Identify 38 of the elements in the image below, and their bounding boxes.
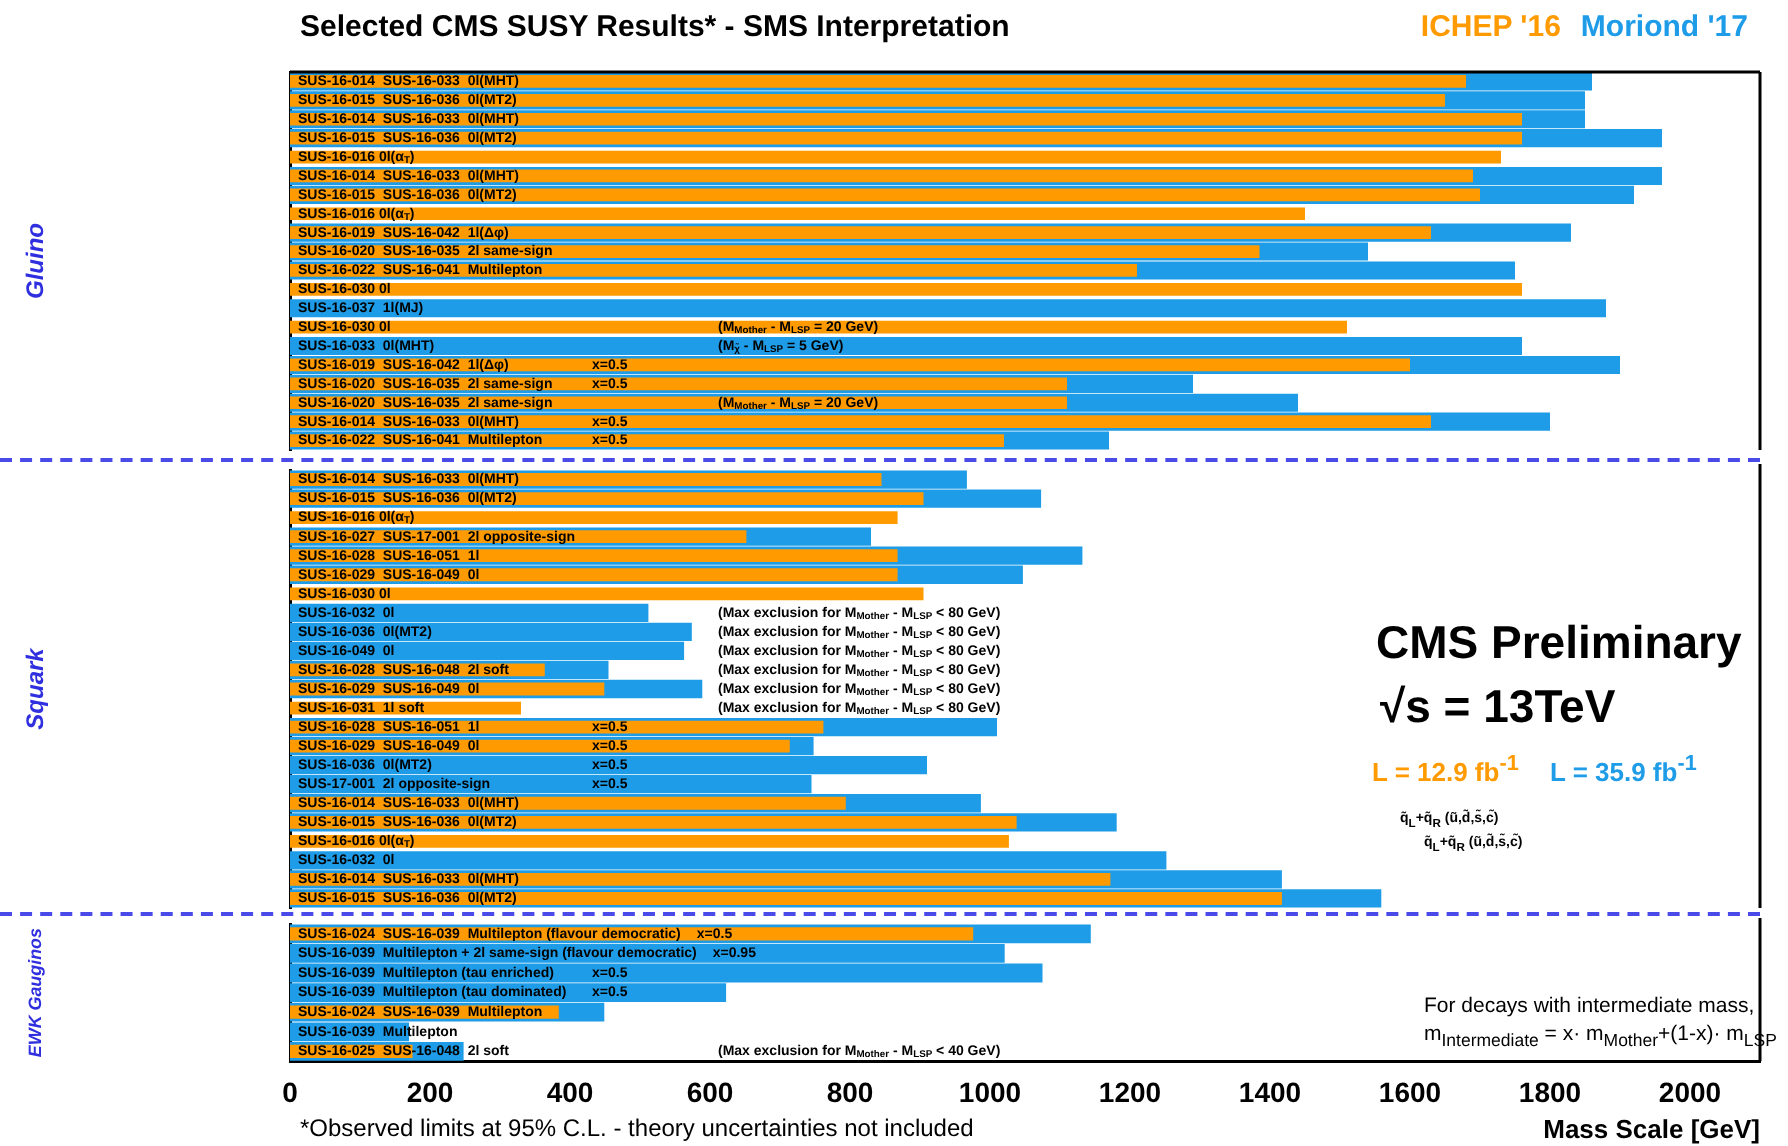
x-tick-label: 200 <box>406 1075 454 1108</box>
annotation: √s = 13TeV <box>1380 680 1616 734</box>
bar <box>290 131 1522 145</box>
bar <box>290 299 1606 318</box>
x-tick-label: 2000 <box>1658 1075 1722 1108</box>
bar <box>290 587 924 601</box>
x-tick-label: 1600 <box>1378 1075 1442 1108</box>
x-tick-label: 1800 <box>1518 1075 1582 1108</box>
x-tick-label: 400 <box>546 1075 594 1108</box>
text: *Observed limits at 95% C.L. - theory uncertainties not included <box>300 1114 974 1142</box>
bar <box>290 283 1522 296</box>
bar <box>290 226 1431 239</box>
bar <box>290 320 1347 334</box>
y-axis-title: Squark <box>20 645 49 730</box>
x-tick-label: 800 <box>826 1075 874 1108</box>
bar <box>290 112 1522 126</box>
annotation: L = 12.9 fb$^{-1}$ <box>1372 752 1519 787</box>
x-tick-label: 1400 <box>1238 1075 1302 1108</box>
annotation: For decays with intermediate mass, <box>1424 994 1755 1018</box>
x-tick-label: 1000 <box>958 1075 1022 1108</box>
x-axis-title: Mass Scale [GeV] <box>1543 1113 1760 1144</box>
chart-title: Selected CMS SUSY Results* - SMS Interpretation <box>300 10 1010 44</box>
bar <box>290 75 1466 88</box>
bar <box>290 415 1431 428</box>
series-label: Moriond '17 <box>1580 10 1748 44</box>
x-tick-label: 600 <box>686 1075 734 1108</box>
y-axis-title: EWK Gauginos <box>24 928 45 1058</box>
bar <box>290 94 1445 107</box>
x-tick-label: 1200 <box>1098 1075 1162 1108</box>
y-axis-title: Gluino <box>20 223 49 299</box>
series-label: ICHEP '16 <box>1420 10 1561 44</box>
annotation: CMS Preliminary <box>1376 616 1742 670</box>
bar <box>290 511 898 525</box>
x-tick-label: 0 <box>282 1075 299 1108</box>
bar <box>290 892 1282 905</box>
bar <box>290 207 1305 221</box>
annotation: L = 35.9 fb$^{-1}$ <box>1550 752 1697 787</box>
bar <box>290 834 1009 848</box>
